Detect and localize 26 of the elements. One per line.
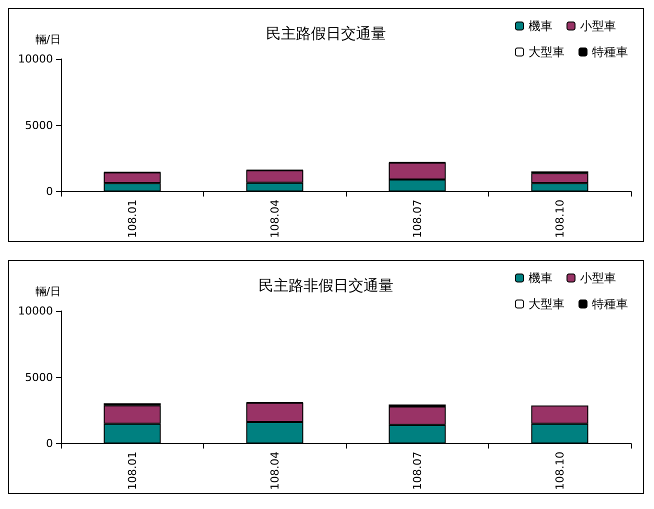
legend-label: 小型車 (580, 19, 616, 33)
chart-title: 民主路非假日交通量 (258, 276, 394, 294)
y-tick-label: 5000 (25, 370, 53, 384)
legend-label: 特種車 (592, 297, 628, 311)
legend-label: 小型車 (580, 271, 616, 285)
x-tick-label: 108.07 (410, 452, 424, 490)
x-tick-label: 108.07 (410, 200, 424, 238)
chart-title: 民主路假日交通量 (266, 24, 386, 42)
y-tick-label: 5000 (25, 118, 53, 132)
x-tick-label: 108.01 (126, 200, 139, 238)
x-tick-label: 108.01 (126, 452, 139, 490)
legend-label: 機車 (528, 271, 552, 285)
y-tick-label: 10000 (18, 304, 53, 318)
x-tick-label: 108.10 (553, 452, 566, 490)
x-tick-label: 108.10 (553, 200, 566, 238)
x-tick-label: 108.04 (268, 200, 282, 238)
legend-label: 大型車 (528, 45, 564, 59)
y-tick-label: 0 (46, 185, 53, 198)
y-tick-label: 0 (46, 437, 53, 450)
x-tick-label: 108.04 (268, 452, 282, 490)
legend-label: 大型車 (528, 297, 564, 311)
y-tick-label: 10000 (18, 52, 53, 66)
legend-label: 機車 (528, 19, 552, 33)
y-axis-title: 輛/日 (35, 33, 61, 46)
legend-label: 特種車 (592, 45, 628, 59)
y-axis-title: 輛/日 (35, 285, 61, 298)
